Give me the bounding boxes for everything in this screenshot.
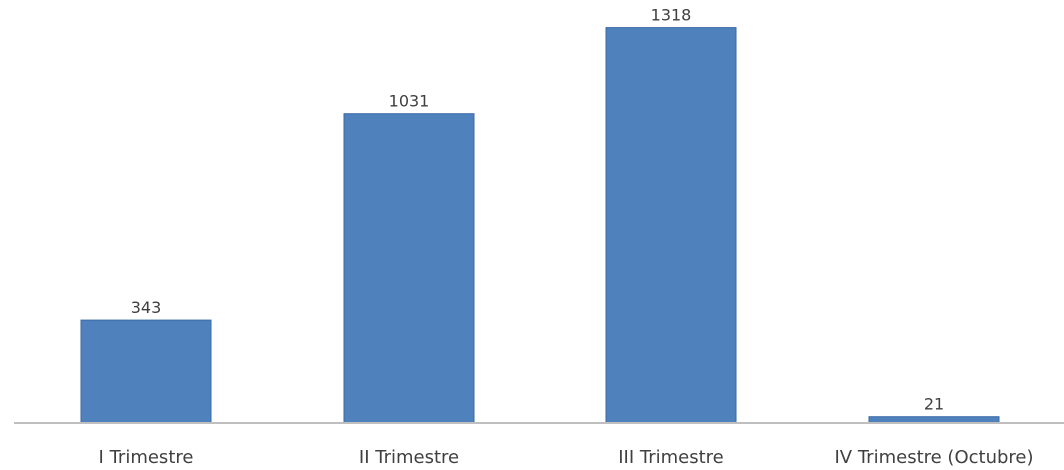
category-label-4: IV Trimestre (Octubre) bbox=[834, 447, 1033, 468]
data-label-2: 1031 bbox=[389, 92, 430, 111]
value-labels-layer: 343 1031 1318 21 bbox=[131, 6, 944, 414]
bars-layer bbox=[80, 27, 1000, 424]
bar-3 bbox=[605, 27, 737, 424]
data-label-3: 1318 bbox=[651, 6, 692, 25]
bar-1 bbox=[80, 319, 212, 424]
category-label-2: II Trimestre bbox=[359, 447, 459, 468]
data-label-4: 21 bbox=[924, 395, 944, 414]
bar-2 bbox=[343, 113, 475, 424]
category-labels-layer: I Trimestre II Trimestre III Trimestre IV T… bbox=[99, 447, 1034, 468]
category-label-1: I Trimestre bbox=[99, 447, 194, 468]
data-label-1: 343 bbox=[131, 298, 162, 317]
category-label-3: III Trimestre bbox=[618, 447, 724, 468]
